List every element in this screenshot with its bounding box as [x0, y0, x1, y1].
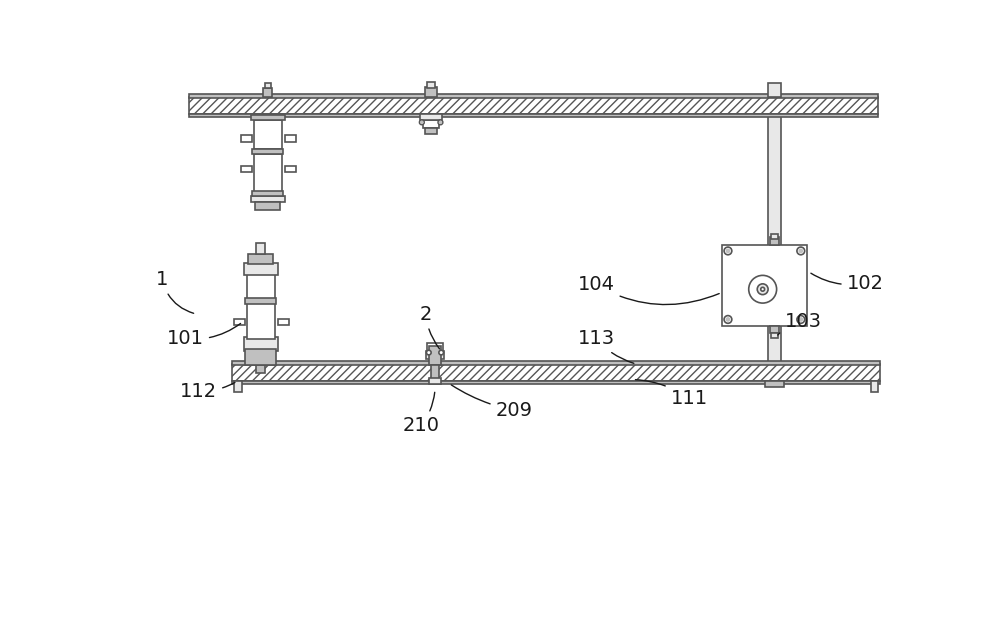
Bar [189, 97, 878, 114]
Bar [765, 381, 784, 387]
Bar [256, 365, 265, 372]
Circle shape [421, 121, 423, 123]
Bar [245, 298, 276, 304]
Text: 104: 104 [578, 275, 719, 305]
Bar [722, 245, 807, 325]
Bar [241, 136, 252, 141]
Circle shape [426, 350, 431, 355]
Circle shape [799, 318, 802, 321]
Bar [248, 254, 273, 264]
Text: 103: 103 [778, 312, 822, 335]
Bar [247, 274, 275, 299]
Bar [252, 191, 283, 196]
Circle shape [420, 120, 424, 124]
Text: 113: 113 [578, 329, 634, 364]
Bar [425, 87, 437, 97]
Text: 111: 111 [635, 380, 708, 408]
Bar [425, 127, 437, 134]
Bar [768, 83, 781, 97]
Text: 210: 210 [403, 392, 440, 435]
Bar [189, 114, 878, 117]
Bar [244, 263, 278, 275]
Bar [245, 349, 276, 365]
Bar [256, 243, 265, 254]
Circle shape [726, 318, 730, 321]
Circle shape [749, 275, 777, 303]
Bar [423, 120, 439, 127]
Text: 1: 1 [156, 270, 194, 313]
Bar [232, 361, 880, 365]
Bar [770, 325, 779, 333]
Bar [252, 148, 283, 154]
Bar [263, 88, 272, 97]
Bar [244, 337, 278, 351]
Bar [285, 166, 296, 172]
Bar [254, 120, 282, 149]
Circle shape [757, 284, 768, 295]
Circle shape [724, 247, 732, 255]
Circle shape [439, 350, 444, 355]
Bar [871, 381, 878, 392]
Text: 102: 102 [811, 273, 884, 293]
Bar [420, 114, 442, 120]
Bar [247, 303, 275, 338]
Circle shape [439, 121, 441, 123]
Text: 209: 209 [451, 385, 533, 420]
Circle shape [761, 287, 765, 291]
Bar [264, 83, 271, 89]
Circle shape [726, 249, 730, 252]
Bar [255, 202, 280, 210]
Bar [426, 351, 444, 359]
Bar [232, 364, 880, 381]
Bar [278, 318, 289, 325]
Text: 101: 101 [167, 323, 241, 348]
Bar [234, 381, 242, 392]
Circle shape [724, 316, 732, 323]
Bar [234, 318, 245, 325]
Bar [771, 333, 778, 338]
Text: 2: 2 [420, 305, 439, 349]
Bar [431, 365, 439, 379]
Bar [768, 325, 781, 365]
Bar [427, 344, 443, 352]
Bar [427, 82, 435, 88]
Bar [429, 347, 441, 365]
Circle shape [797, 247, 805, 255]
Bar [429, 378, 441, 384]
Bar [771, 234, 778, 239]
Bar [241, 166, 252, 172]
Circle shape [797, 316, 805, 323]
Bar [768, 114, 781, 246]
Bar [251, 116, 285, 120]
Bar [254, 154, 282, 192]
Bar [232, 381, 880, 384]
Bar [770, 237, 779, 245]
Bar [285, 136, 296, 141]
Text: 112: 112 [180, 382, 235, 401]
Circle shape [799, 249, 802, 252]
Bar [251, 196, 285, 202]
Bar [189, 94, 878, 98]
Circle shape [438, 120, 443, 124]
